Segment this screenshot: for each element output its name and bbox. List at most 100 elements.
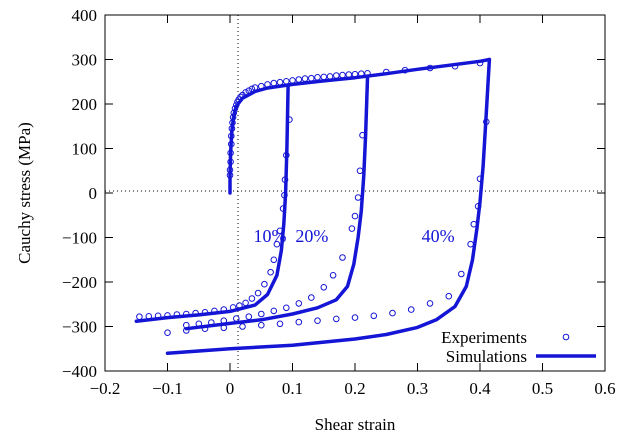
x-axis-title: Shear strain — [315, 415, 396, 434]
experiment-point — [333, 72, 340, 79]
experiment-point — [295, 318, 303, 326]
experiment-point — [195, 320, 203, 328]
experiment-point — [474, 203, 482, 210]
y-axis-title: Cauchy stress (MPa) — [15, 122, 34, 264]
experiment-point — [270, 79, 278, 87]
experiment-point — [426, 300, 434, 307]
experiment-point — [320, 73, 328, 81]
experiment-point — [333, 315, 340, 323]
experiment-point — [229, 304, 237, 311]
experiment-point — [345, 71, 353, 78]
experiment-point — [364, 70, 371, 77]
x-tick-label: −0.2 — [90, 379, 121, 398]
experiment-point — [276, 320, 284, 328]
experiment-point — [370, 312, 378, 320]
experiment-point — [339, 254, 346, 261]
experiment-point — [270, 307, 278, 315]
experiment-point — [276, 227, 284, 235]
experiment-point — [236, 302, 243, 309]
experiment-point — [242, 89, 249, 96]
experiment-point — [233, 101, 240, 109]
experiment-point — [356, 167, 364, 175]
experiment-point — [467, 240, 474, 248]
experiment-point — [258, 310, 265, 318]
experiment-point — [458, 270, 465, 278]
experiment-point — [281, 176, 289, 183]
experiment-point — [264, 81, 271, 88]
experiment-point — [145, 313, 153, 320]
experiment-point — [348, 225, 356, 232]
experiment-point — [164, 312, 171, 319]
experiment-point — [228, 132, 235, 140]
experiment-point — [248, 295, 256, 302]
experiment-point — [237, 93, 244, 101]
experiment-point — [258, 82, 265, 90]
experiment-point — [227, 149, 234, 157]
legend: Experiments Simulations — [441, 328, 596, 366]
experiment-point — [192, 309, 199, 317]
experiment-point — [201, 309, 209, 316]
x-tick-label: 0 — [226, 379, 235, 398]
experiment-point — [295, 300, 303, 307]
experiment-point — [326, 73, 334, 80]
experiment-point — [308, 74, 315, 82]
legend-label-experiments: Experiments — [441, 328, 527, 347]
experiment-point — [407, 306, 415, 313]
experiment-point — [320, 284, 328, 291]
experiment-point — [248, 85, 256, 93]
experiment-point — [314, 74, 321, 81]
experiment-point — [254, 289, 262, 297]
y-tick-label: −400 — [62, 362, 97, 381]
y-tick-label: −300 — [62, 318, 97, 337]
x-tick-label: 0.6 — [594, 379, 615, 398]
experiment-point — [242, 299, 249, 307]
experiment-point — [220, 324, 228, 332]
x-tick-label: 0.4 — [469, 379, 491, 398]
experiment-point — [351, 70, 359, 78]
experiment-point — [329, 272, 337, 279]
experiment-point — [276, 78, 284, 86]
experiment-point — [154, 312, 162, 320]
experiment-point — [359, 131, 366, 139]
experiment-point — [470, 220, 478, 228]
experiment-point — [283, 151, 290, 159]
y-tick-label: −100 — [62, 229, 97, 248]
experiment-point — [445, 292, 453, 300]
experiment-point — [239, 323, 246, 330]
experiment-point — [283, 78, 290, 85]
simulation-curve-1 — [165, 57, 492, 355]
experiment-point — [201, 325, 209, 333]
y-tick-label: 400 — [72, 6, 98, 25]
x-tick-label: 0.3 — [407, 379, 428, 398]
experiment-point — [233, 315, 240, 322]
experiment-point — [354, 194, 362, 201]
experiment-point — [183, 321, 190, 329]
experiment-point — [476, 59, 484, 67]
experiment-point — [451, 62, 459, 70]
experiment-point — [220, 306, 228, 313]
experiment-point — [211, 307, 218, 315]
experiment-point — [314, 317, 321, 325]
experiment-point — [183, 310, 190, 318]
x-tick-label: 0.2 — [344, 379, 365, 398]
simulation-curve-3 — [184, 76, 370, 331]
experiment-point — [229, 114, 237, 121]
experiment-point — [245, 313, 253, 321]
experiment-point — [289, 77, 296, 84]
experiment-points — [136, 59, 490, 337]
experiment-point — [267, 268, 274, 276]
experiment-point — [351, 212, 359, 220]
experiment-point — [286, 116, 293, 123]
experiment-point — [231, 105, 239, 112]
experiment-point — [228, 140, 235, 148]
legend-marker-experiments — [562, 333, 570, 341]
experiment-point — [273, 240, 281, 248]
experiment-point — [258, 321, 265, 329]
legend-label-simulations: Simulations — [446, 347, 527, 366]
experiment-point — [230, 109, 238, 117]
simulation-lines — [134, 57, 492, 355]
experiment-point — [281, 191, 288, 199]
tick-labels: −0.2 −0.1 0 0.1 0.2 0.3 0.4 0.5 0.6 −400 −300 −200 −… — [62, 6, 616, 398]
simulation-curve-0 — [228, 57, 492, 195]
y-tick-label: 300 — [72, 51, 98, 70]
